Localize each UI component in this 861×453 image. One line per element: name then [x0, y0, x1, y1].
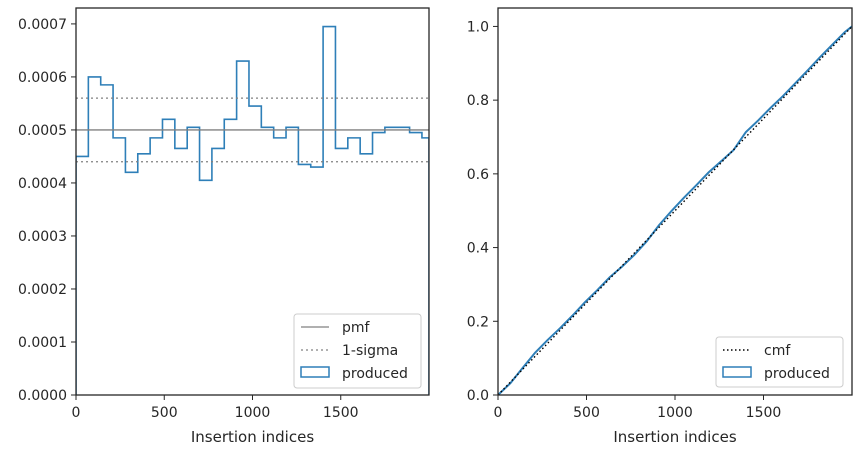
y-tick-label: 0.0007 [18, 17, 67, 33]
y-tick-label: 0.0 [467, 388, 489, 404]
x-tick-label: 1500 [746, 405, 782, 421]
legend-produced-swatch [722, 366, 752, 378]
plot-area [76, 25, 429, 395]
y-tick-label: 0.4 [467, 241, 489, 257]
left-chart-histogram: 0 500 1000 1500 0.0000 0.0001 0.0002 0.0003 0.00… [18, 7, 430, 446]
y-tick-label: 0.0001 [18, 335, 67, 351]
produced-histogram-outline [76, 25, 429, 395]
y-tick-label: 0.6 [467, 167, 489, 183]
legend-pmf-label: pmf [342, 320, 371, 336]
y-tick-label: 0.0006 [18, 70, 67, 86]
legend-produced-label: produced [342, 366, 408, 382]
legend-cmf-label: cmf [764, 343, 791, 359]
x-tick-label: 500 [573, 405, 600, 421]
legend-box [293, 313, 422, 389]
legend: cmf produced [715, 336, 844, 388]
legend: pmf 1-sigma produced [293, 313, 422, 389]
cmf-line [498, 25, 852, 395]
y-tick-label: 0.0000 [18, 388, 67, 404]
plot-frame [497, 7, 853, 396]
legend-sigma-label: 1-sigma [342, 343, 398, 359]
y-tick-label: 0.0002 [18, 282, 67, 298]
y-tick-label: 0.0004 [18, 176, 67, 192]
plot-area [498, 25, 852, 395]
x-tick-label: 0 [494, 405, 503, 421]
y-tick-label: 0.2 [467, 314, 489, 330]
legend-produced-swatch [300, 366, 330, 378]
plot-frame [75, 7, 430, 396]
x-tick-label: 1000 [235, 405, 271, 421]
x-axis-label: Insertion indices [191, 428, 314, 446]
y-tick-label: 0.0005 [18, 123, 67, 139]
y-tick-label: 1.0 [467, 19, 489, 35]
legend-produced-label: produced [764, 366, 830, 382]
x-tick-label: 0 [72, 405, 81, 421]
x-tick-label: 1000 [657, 405, 693, 421]
x-tick-label: 1500 [323, 405, 359, 421]
right-chart-cumulative: 0 500 1000 1500 0.0 0.2 0.4 0.6 0.8 1.0 Insertion … [467, 7, 853, 446]
produced-cumulative-line [498, 25, 852, 395]
y-tick-label: 0.0003 [18, 229, 67, 245]
y-tick-label: 0.8 [467, 93, 489, 109]
x-tick-label: 500 [151, 405, 178, 421]
x-axis-label: Insertion indices [613, 428, 736, 446]
